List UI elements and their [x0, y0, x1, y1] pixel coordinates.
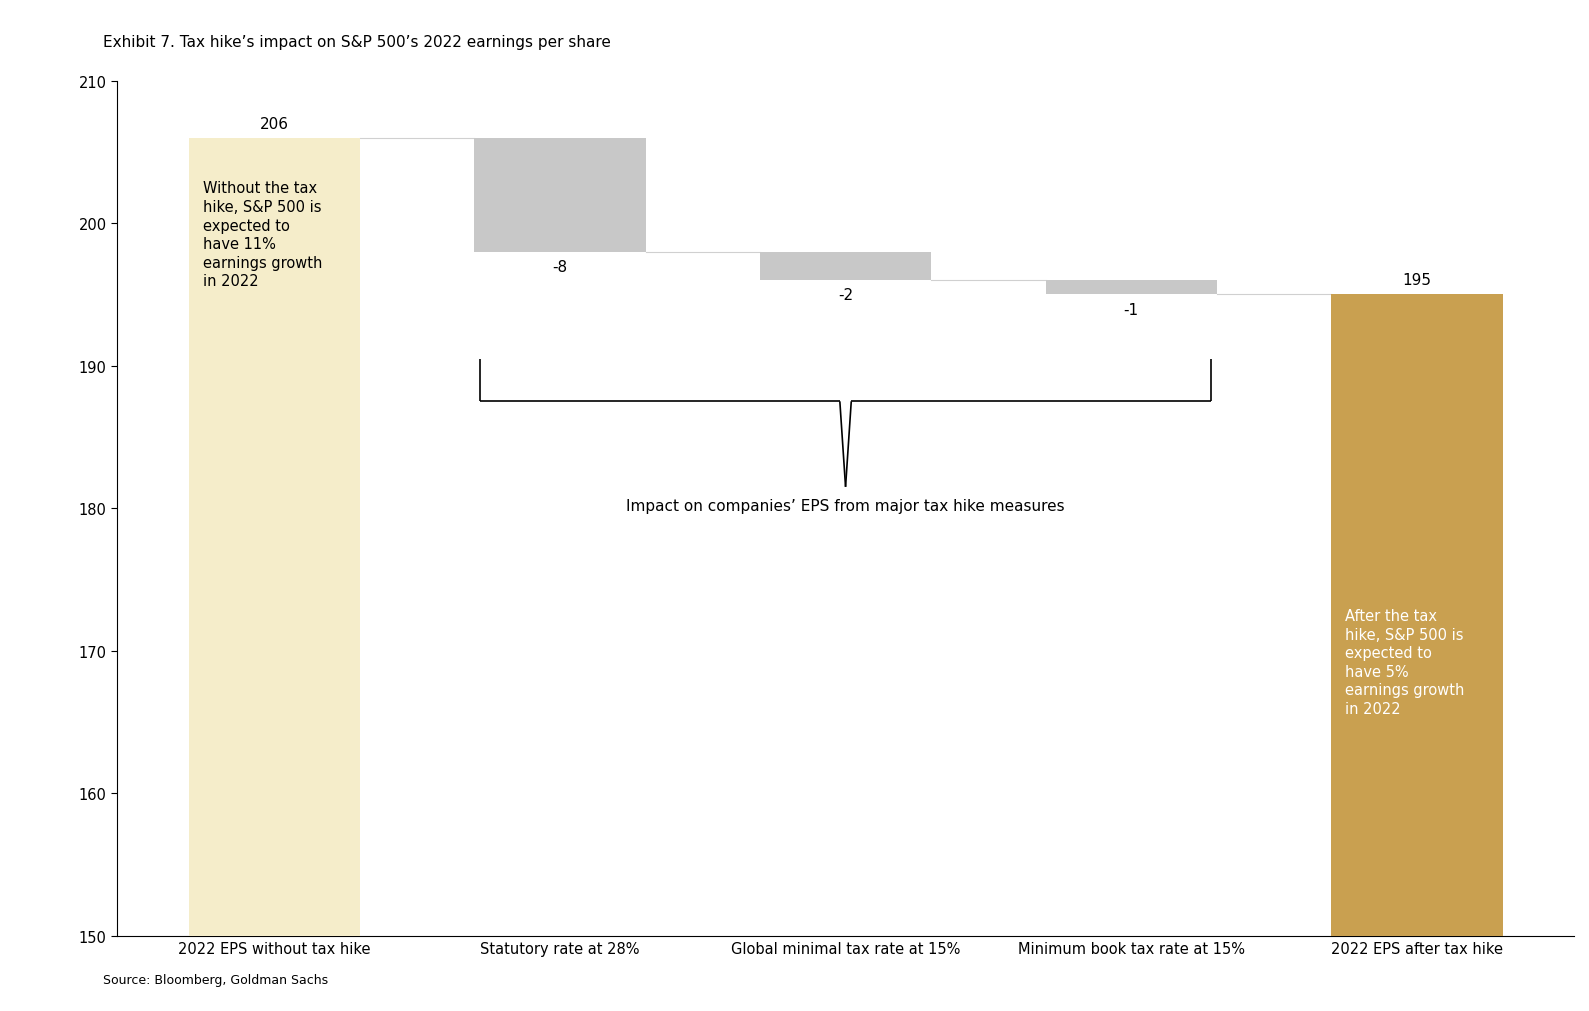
Text: 206: 206 [259, 116, 289, 131]
Bar [760, 253, 931, 281]
Text: Impact on companies’ EPS from major tax hike measures: Impact on companies’ EPS from major tax … [626, 498, 1065, 514]
Bar [474, 139, 645, 253]
Bar [1046, 281, 1217, 295]
Text: -8: -8 [553, 260, 567, 275]
Text: -2: -2 [837, 288, 853, 303]
Text: Exhibit 7. Tax hike’s impact on S&P 500’s 2022 earnings per share: Exhibit 7. Tax hike’s impact on S&P 500’… [103, 35, 612, 51]
Text: Source: Bloomberg, Goldman Sachs: Source: Bloomberg, Goldman Sachs [103, 973, 329, 986]
Bar [1332, 295, 1503, 936]
Bar [189, 139, 361, 936]
Text: -1: -1 [1123, 302, 1139, 317]
Text: Without the tax
hike, S&P 500 is
expected to
have 11%
earnings growth
in 2022: Without the tax hike, S&P 500 is expecte… [203, 181, 323, 289]
Text: After the tax
hike, S&P 500 is
expected to
have 5%
earnings growth
in 2022: After the tax hike, S&P 500 is expected … [1346, 609, 1465, 716]
Text: 195: 195 [1403, 273, 1432, 288]
